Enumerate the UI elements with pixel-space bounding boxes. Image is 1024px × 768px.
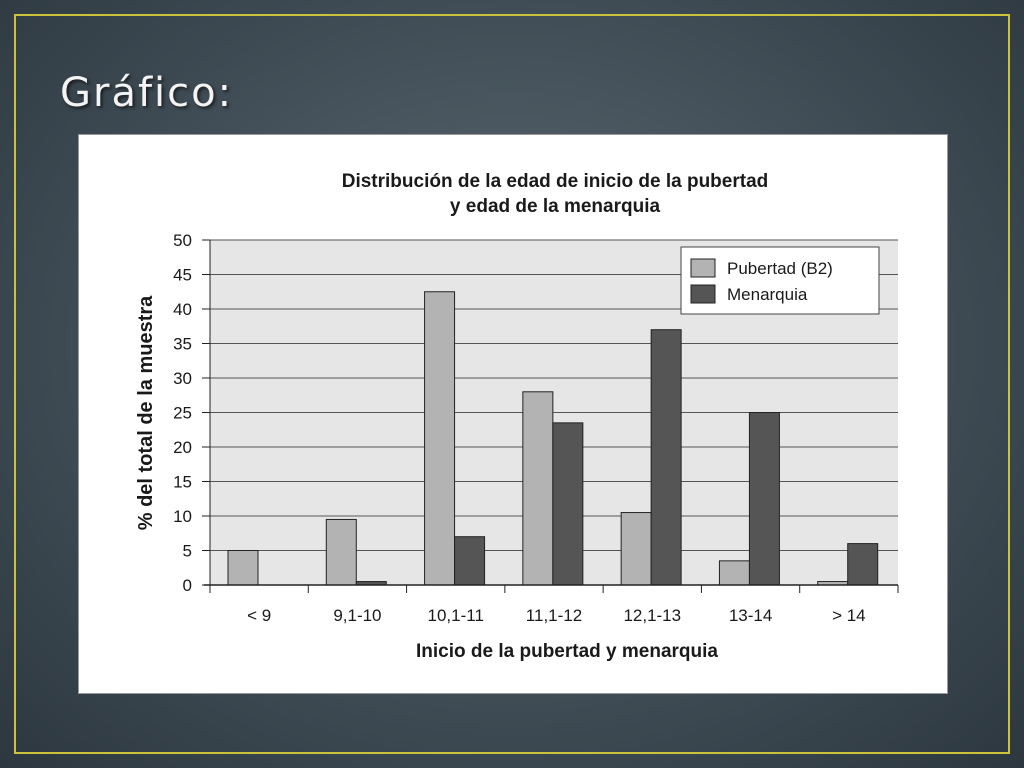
y-tick-label: 20 bbox=[173, 438, 192, 457]
bar-menarquia bbox=[553, 423, 583, 585]
chart-panel: Distribución de la edad de inicio de la … bbox=[78, 134, 948, 694]
chart-title-line-1: Distribución de la edad de inicio de la … bbox=[342, 171, 769, 192]
x-tick-label: 10,1-11 bbox=[428, 606, 484, 625]
bar-pubertad bbox=[621, 513, 651, 585]
x-tick-label: 9,1-10 bbox=[333, 606, 381, 625]
y-tick-label: 10 bbox=[173, 507, 192, 526]
y-tick-label: 25 bbox=[173, 404, 192, 423]
legend: Pubertad (B2) Menarquia bbox=[681, 247, 879, 314]
x-axis-label: Inicio de la pubertad y menarquia bbox=[416, 641, 718, 662]
bar-chart: Distribución de la edad de inicio de la … bbox=[79, 135, 947, 693]
legend-swatch bbox=[691, 259, 715, 277]
x-tick-label: 13-14 bbox=[729, 606, 772, 625]
legend-label: Menarquia bbox=[727, 285, 808, 304]
bar-menarquia bbox=[651, 330, 681, 585]
y-axis-label: % del total de la muestra bbox=[135, 295, 157, 530]
y-tick-label: 40 bbox=[173, 300, 192, 319]
y-tick-label: 35 bbox=[173, 335, 192, 354]
legend-label: Pubertad (B2) bbox=[727, 259, 833, 278]
y-tick-label: 45 bbox=[173, 266, 192, 285]
x-tick-label: 12,1-13 bbox=[623, 606, 681, 625]
bar-pubertad bbox=[523, 392, 553, 585]
slide-title: Gráfico: bbox=[60, 70, 233, 116]
y-tick-label: 30 bbox=[173, 369, 192, 388]
chart-title-line-2: y edad de la menarquia bbox=[450, 196, 661, 217]
x-tick-label: > 14 bbox=[832, 606, 866, 625]
bar-pubertad bbox=[228, 551, 258, 586]
y-tick-label: 5 bbox=[183, 542, 192, 561]
y-tick-label: 15 bbox=[173, 473, 192, 492]
bar-pubertad bbox=[326, 519, 356, 585]
legend-swatch bbox=[691, 285, 715, 303]
bar-menarquia bbox=[848, 544, 878, 585]
y-tick-label: 0 bbox=[183, 576, 192, 595]
bar-menarquia bbox=[749, 413, 779, 586]
bar-pubertad bbox=[719, 561, 749, 585]
bar-menarquia bbox=[455, 537, 485, 585]
x-tick-label: 11,1-12 bbox=[526, 606, 582, 625]
y-tick-label: 50 bbox=[173, 231, 192, 250]
x-tick-label: < 9 bbox=[247, 606, 271, 625]
bar-pubertad bbox=[425, 292, 455, 585]
